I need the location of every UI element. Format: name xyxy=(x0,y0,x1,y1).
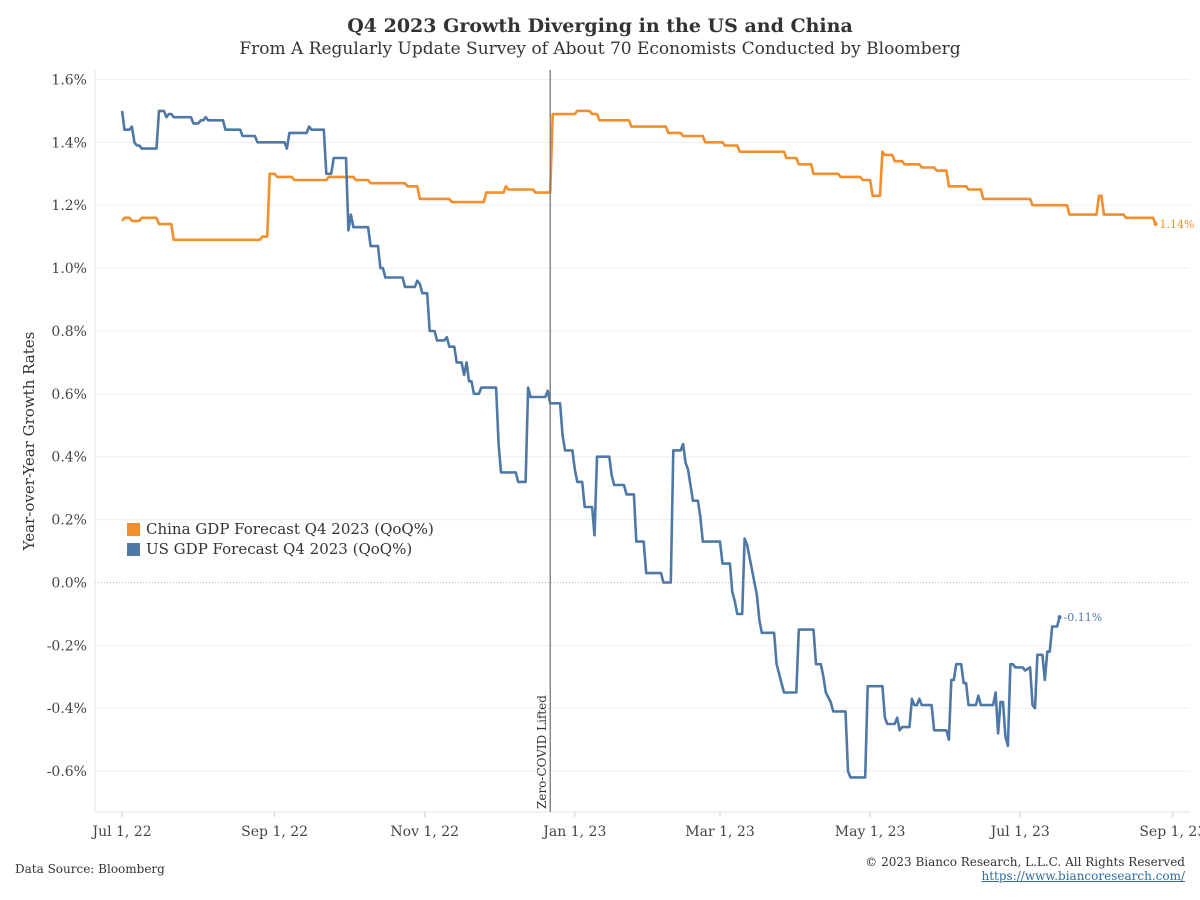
y-tick-label: 0.0% xyxy=(51,575,87,591)
x-tick-label: May 1, 23 xyxy=(835,824,906,840)
legend-swatch-us xyxy=(127,542,140,556)
copyright-text: © 2023 Bianco Research, L.L.C. All Right… xyxy=(865,855,1185,869)
series-line-china xyxy=(121,109,1157,242)
legend-item-china[interactable]: China GDP Forecast Q4 2023 (QoQ%) xyxy=(127,519,434,539)
event-label-zero-covid: Zero-COVID Lifted xyxy=(535,695,549,809)
series-layer xyxy=(120,109,1158,779)
y-tick-label: -0.2% xyxy=(47,638,87,654)
end-point-china xyxy=(1153,222,1158,227)
chart-title: Q4 2023 Growth Diverging in the US and C… xyxy=(347,15,853,37)
y-tick-label: 1.4% xyxy=(51,135,87,151)
x-tick-label: Sep 1, 22 xyxy=(241,824,308,840)
website-link[interactable]: https://www.biancoresearch.com/ xyxy=(981,869,1185,883)
legend-item-us[interactable]: US GDP Forecast Q4 2023 (QoQ%) xyxy=(127,539,434,559)
x-tick-label: Jul 1, 23 xyxy=(989,824,1050,840)
y-tick-label: 0.6% xyxy=(51,387,87,403)
y-axis-title: Year-over-Year Growth Rates xyxy=(20,332,38,552)
y-tick-label: 1.6% xyxy=(51,72,87,88)
y-tick-label: 0.4% xyxy=(51,450,87,466)
series-line-us xyxy=(120,109,1061,779)
x-tick-label: Mar 1, 23 xyxy=(685,824,754,840)
legend-label-us: US GDP Forecast Q4 2023 (QoQ%) xyxy=(146,540,413,558)
copyright-block: © 2023 Bianco Research, L.L.C. All Right… xyxy=(865,855,1185,883)
chart-subtitle: From A Regularly Update Survey of About … xyxy=(239,39,961,59)
end-label-us: -0.11% xyxy=(1064,611,1103,624)
legend: China GDP Forecast Q4 2023 (QoQ%) US GDP… xyxy=(127,519,434,559)
y-tick-label: 0.8% xyxy=(51,324,87,340)
y-tick-label: 1.2% xyxy=(51,198,87,214)
data-source: Data Source: Bloomberg xyxy=(15,862,165,876)
grid-layer xyxy=(95,78,1190,772)
end-point-us xyxy=(1057,615,1062,620)
x-tick-label: Jan 1, 23 xyxy=(541,824,606,840)
axis-layer: 1.6% 1.4% 1.2% 1.0% 0.8% 0.6% 0.4% 0.2% 0.0% -0.2… xyxy=(20,70,1200,840)
y-tick-label: -0.6% xyxy=(47,764,87,780)
x-tick-label: Sep 1, 23 xyxy=(1139,824,1200,840)
y-tick-label: 1.0% xyxy=(51,261,87,277)
end-label-china: 1.14% xyxy=(1160,218,1195,231)
legend-swatch-china xyxy=(127,522,140,536)
x-tick-label: Nov 1, 22 xyxy=(390,824,459,840)
legend-label-china: China GDP Forecast Q4 2023 (QoQ%) xyxy=(146,520,434,538)
y-tick-label: -0.4% xyxy=(47,701,87,717)
x-tick-label: Jul 1, 22 xyxy=(90,824,151,840)
y-tick-label: 0.2% xyxy=(51,513,87,529)
label-layer: Zero-COVID Lifted 1.14% -0.11% xyxy=(535,70,1195,812)
